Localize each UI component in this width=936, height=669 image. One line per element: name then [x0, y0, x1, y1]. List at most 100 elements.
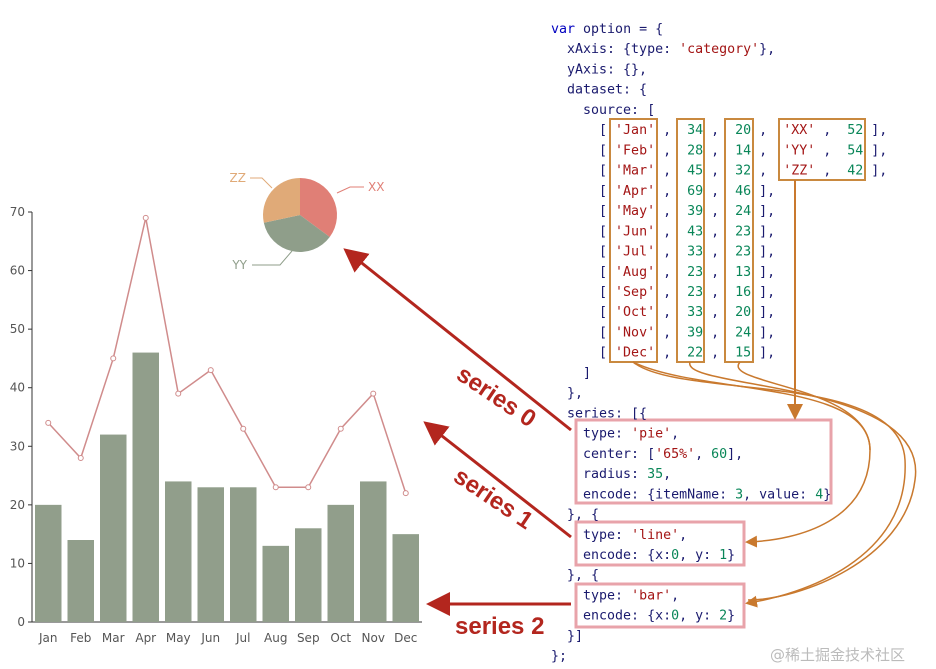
code-token: [	[551, 224, 615, 239]
code-token: ,	[671, 588, 679, 603]
annotation: series 2	[455, 613, 544, 640]
code-line: radius: 35,	[551, 467, 671, 482]
code-token: , value:	[743, 487, 815, 502]
line	[47, 217, 407, 494]
line-point	[175, 390, 182, 397]
code-token: 43	[687, 224, 703, 239]
bar	[67, 540, 94, 622]
code-line: }]	[551, 629, 583, 644]
bar	[100, 434, 127, 622]
code-token: 15	[735, 346, 751, 361]
code-line: dataset: {	[551, 83, 647, 98]
code-token: ],	[751, 245, 775, 260]
label-line	[250, 177, 273, 189]
x-tick-label: Dec	[394, 631, 417, 645]
pie-slice	[300, 178, 337, 238]
code-token: ,	[703, 265, 735, 280]
code-token: encode: {x:	[551, 609, 671, 624]
code-token: radius:	[551, 467, 647, 482]
code-token: 34	[687, 123, 703, 138]
code-token: 33	[687, 245, 703, 260]
code-token: 33	[687, 305, 703, 320]
x-tick-label: Feb	[70, 631, 91, 645]
code-token: [	[551, 184, 615, 199]
code-token: }, {	[551, 508, 599, 523]
code-token: type:	[551, 528, 631, 543]
box	[574, 520, 746, 567]
code-token: ],	[751, 285, 775, 300]
code-token: [	[551, 346, 615, 361]
code-token: 20	[735, 305, 751, 320]
code-line: series: [{	[551, 406, 647, 421]
code-token: ,	[815, 143, 847, 158]
code-token: 'Apr'	[615, 184, 655, 199]
x-tick-label: Jan	[38, 631, 58, 645]
code-token: 20	[735, 123, 751, 138]
code-line: source: [	[551, 103, 655, 118]
code-token: 0	[671, 609, 679, 624]
line-point	[240, 425, 247, 432]
code-line: [ 'Jul' , 33 , 23 ],	[551, 245, 775, 260]
code-token: 23	[687, 265, 703, 280]
code-line: type: 'pie',	[551, 427, 679, 442]
connector	[737, 361, 871, 451]
code-line: [ 'Apr' , 69 , 46 ],	[551, 184, 775, 199]
code-token: ,	[655, 164, 687, 179]
connector	[632, 361, 906, 608]
code-token: xAxis: {type:	[551, 42, 679, 57]
line-point	[110, 355, 117, 362]
code-token: 'Dec'	[615, 346, 655, 361]
code-line: };	[551, 649, 567, 664]
pie-slice	[263, 215, 330, 253]
code-line: encode: {x:0, y: 2}	[551, 609, 735, 624]
code-token: center: [	[551, 447, 655, 462]
bar	[262, 545, 289, 622]
code-token: 23	[687, 285, 703, 300]
code-token: ,	[695, 447, 711, 462]
code-line: var option = {	[551, 22, 663, 37]
code-token: }	[823, 487, 831, 502]
code-token: }]	[551, 629, 583, 644]
code-line: ]	[551, 366, 591, 381]
x-tick-label: Aug	[264, 631, 287, 645]
code-token: 13	[735, 265, 751, 280]
watermark: @稀土掘金技术社区	[770, 646, 905, 664]
x-tick-label: Mar	[102, 631, 125, 645]
code-token: , y:	[679, 548, 719, 563]
x-tick-label: Sep	[297, 631, 320, 645]
x-tick-label: Oct	[330, 631, 351, 645]
code-token: 'Feb'	[615, 143, 655, 158]
connector	[689, 361, 917, 601]
code-token: 24	[735, 325, 751, 340]
code-token: 3	[735, 487, 743, 502]
code-token: 'Jul'	[615, 245, 655, 260]
code-token: ,	[655, 245, 687, 260]
code-token: ],	[751, 184, 775, 199]
code-line: [ 'Jan' , 34 , 20 , 'XX' , 52 ],	[551, 123, 887, 138]
code-token: encode: {itemName:	[551, 487, 735, 502]
code-token: series: [{	[551, 406, 647, 421]
code-token: 'line'	[631, 528, 679, 543]
code-line: type: 'line',	[551, 528, 687, 543]
code-token: ,	[703, 164, 735, 179]
code-token: ],	[751, 224, 775, 239]
y-tick-label: 0	[17, 615, 25, 629]
x-tick-label: Nov	[362, 631, 385, 645]
code-token: 'YY'	[783, 143, 815, 158]
code-token: ,	[655, 305, 687, 320]
code-line: [ 'Nov' , 39 , 24 ],	[551, 325, 775, 340]
code-line: [ 'Sep' , 23 , 16 ],	[551, 285, 775, 300]
y-tick-label: 70	[10, 205, 25, 219]
code-token: ,	[703, 305, 735, 320]
code-token: 'bar'	[631, 588, 671, 603]
code-token: 60	[711, 447, 727, 462]
y-tick-label: 30	[10, 439, 25, 453]
label-line	[252, 250, 293, 266]
code-token: 23	[735, 245, 751, 260]
code-token: [	[551, 285, 615, 300]
bar	[327, 504, 354, 622]
code-token: 42	[847, 164, 863, 179]
code-token: '65%'	[655, 447, 695, 462]
code-token: ],	[751, 305, 775, 320]
box	[724, 118, 754, 363]
